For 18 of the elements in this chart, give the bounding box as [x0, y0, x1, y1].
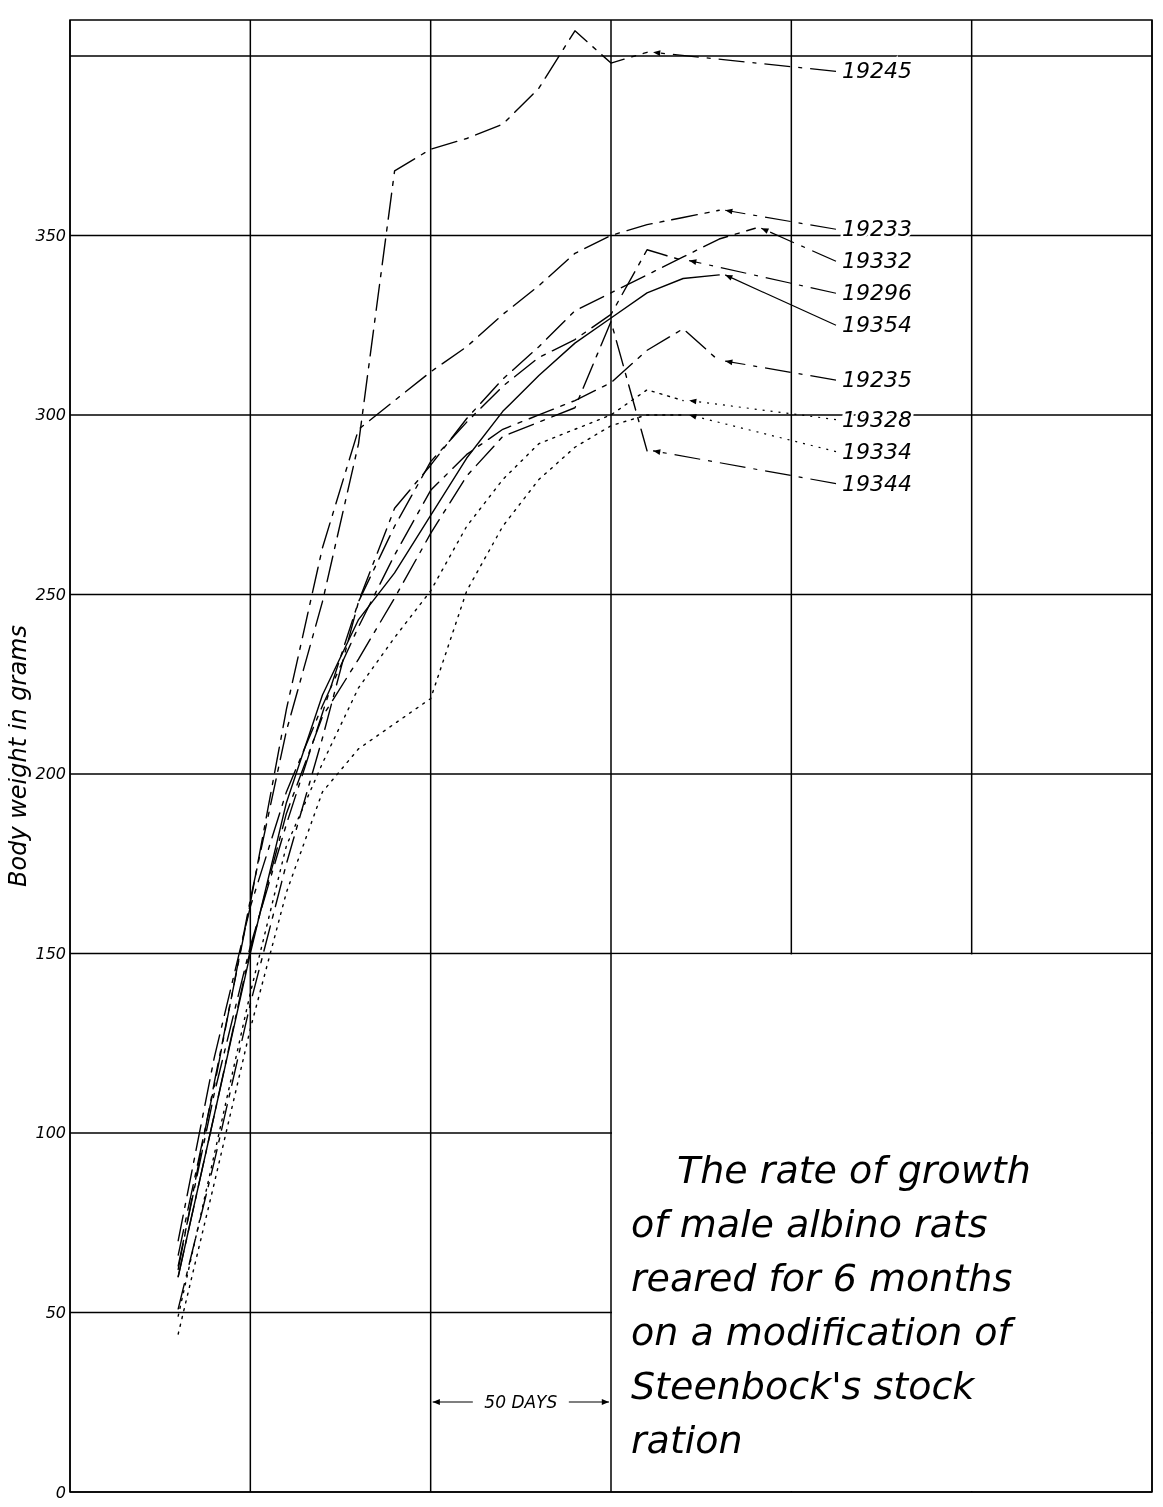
y-axis-title: Body weight in grams	[4, 625, 32, 887]
y-tick-label: 350	[35, 225, 66, 245]
text: 19245	[842, 58, 912, 84]
y-tick-label: 200	[35, 764, 66, 784]
y-tick-label: 100	[35, 1123, 66, 1143]
text: 19344	[842, 470, 912, 496]
y-tick-label: 150	[35, 943, 66, 963]
y-tick-label: 50	[45, 1302, 66, 1322]
text: 19332	[842, 248, 912, 274]
y-tick-label: 0	[55, 1482, 66, 1502]
text: 19296	[842, 280, 912, 306]
y-tick-label: 300	[35, 405, 66, 425]
y-tick-label: 250	[35, 584, 66, 604]
annotation: 50 DAYS	[484, 1392, 558, 1412]
text: The rate of growth of male albino rats reared for 6 months on a modification of Steenbock's stock ration	[631, 1148, 1031, 1463]
text: 19334	[842, 438, 912, 464]
text: 19354	[842, 312, 912, 338]
text: 19235	[842, 367, 912, 393]
